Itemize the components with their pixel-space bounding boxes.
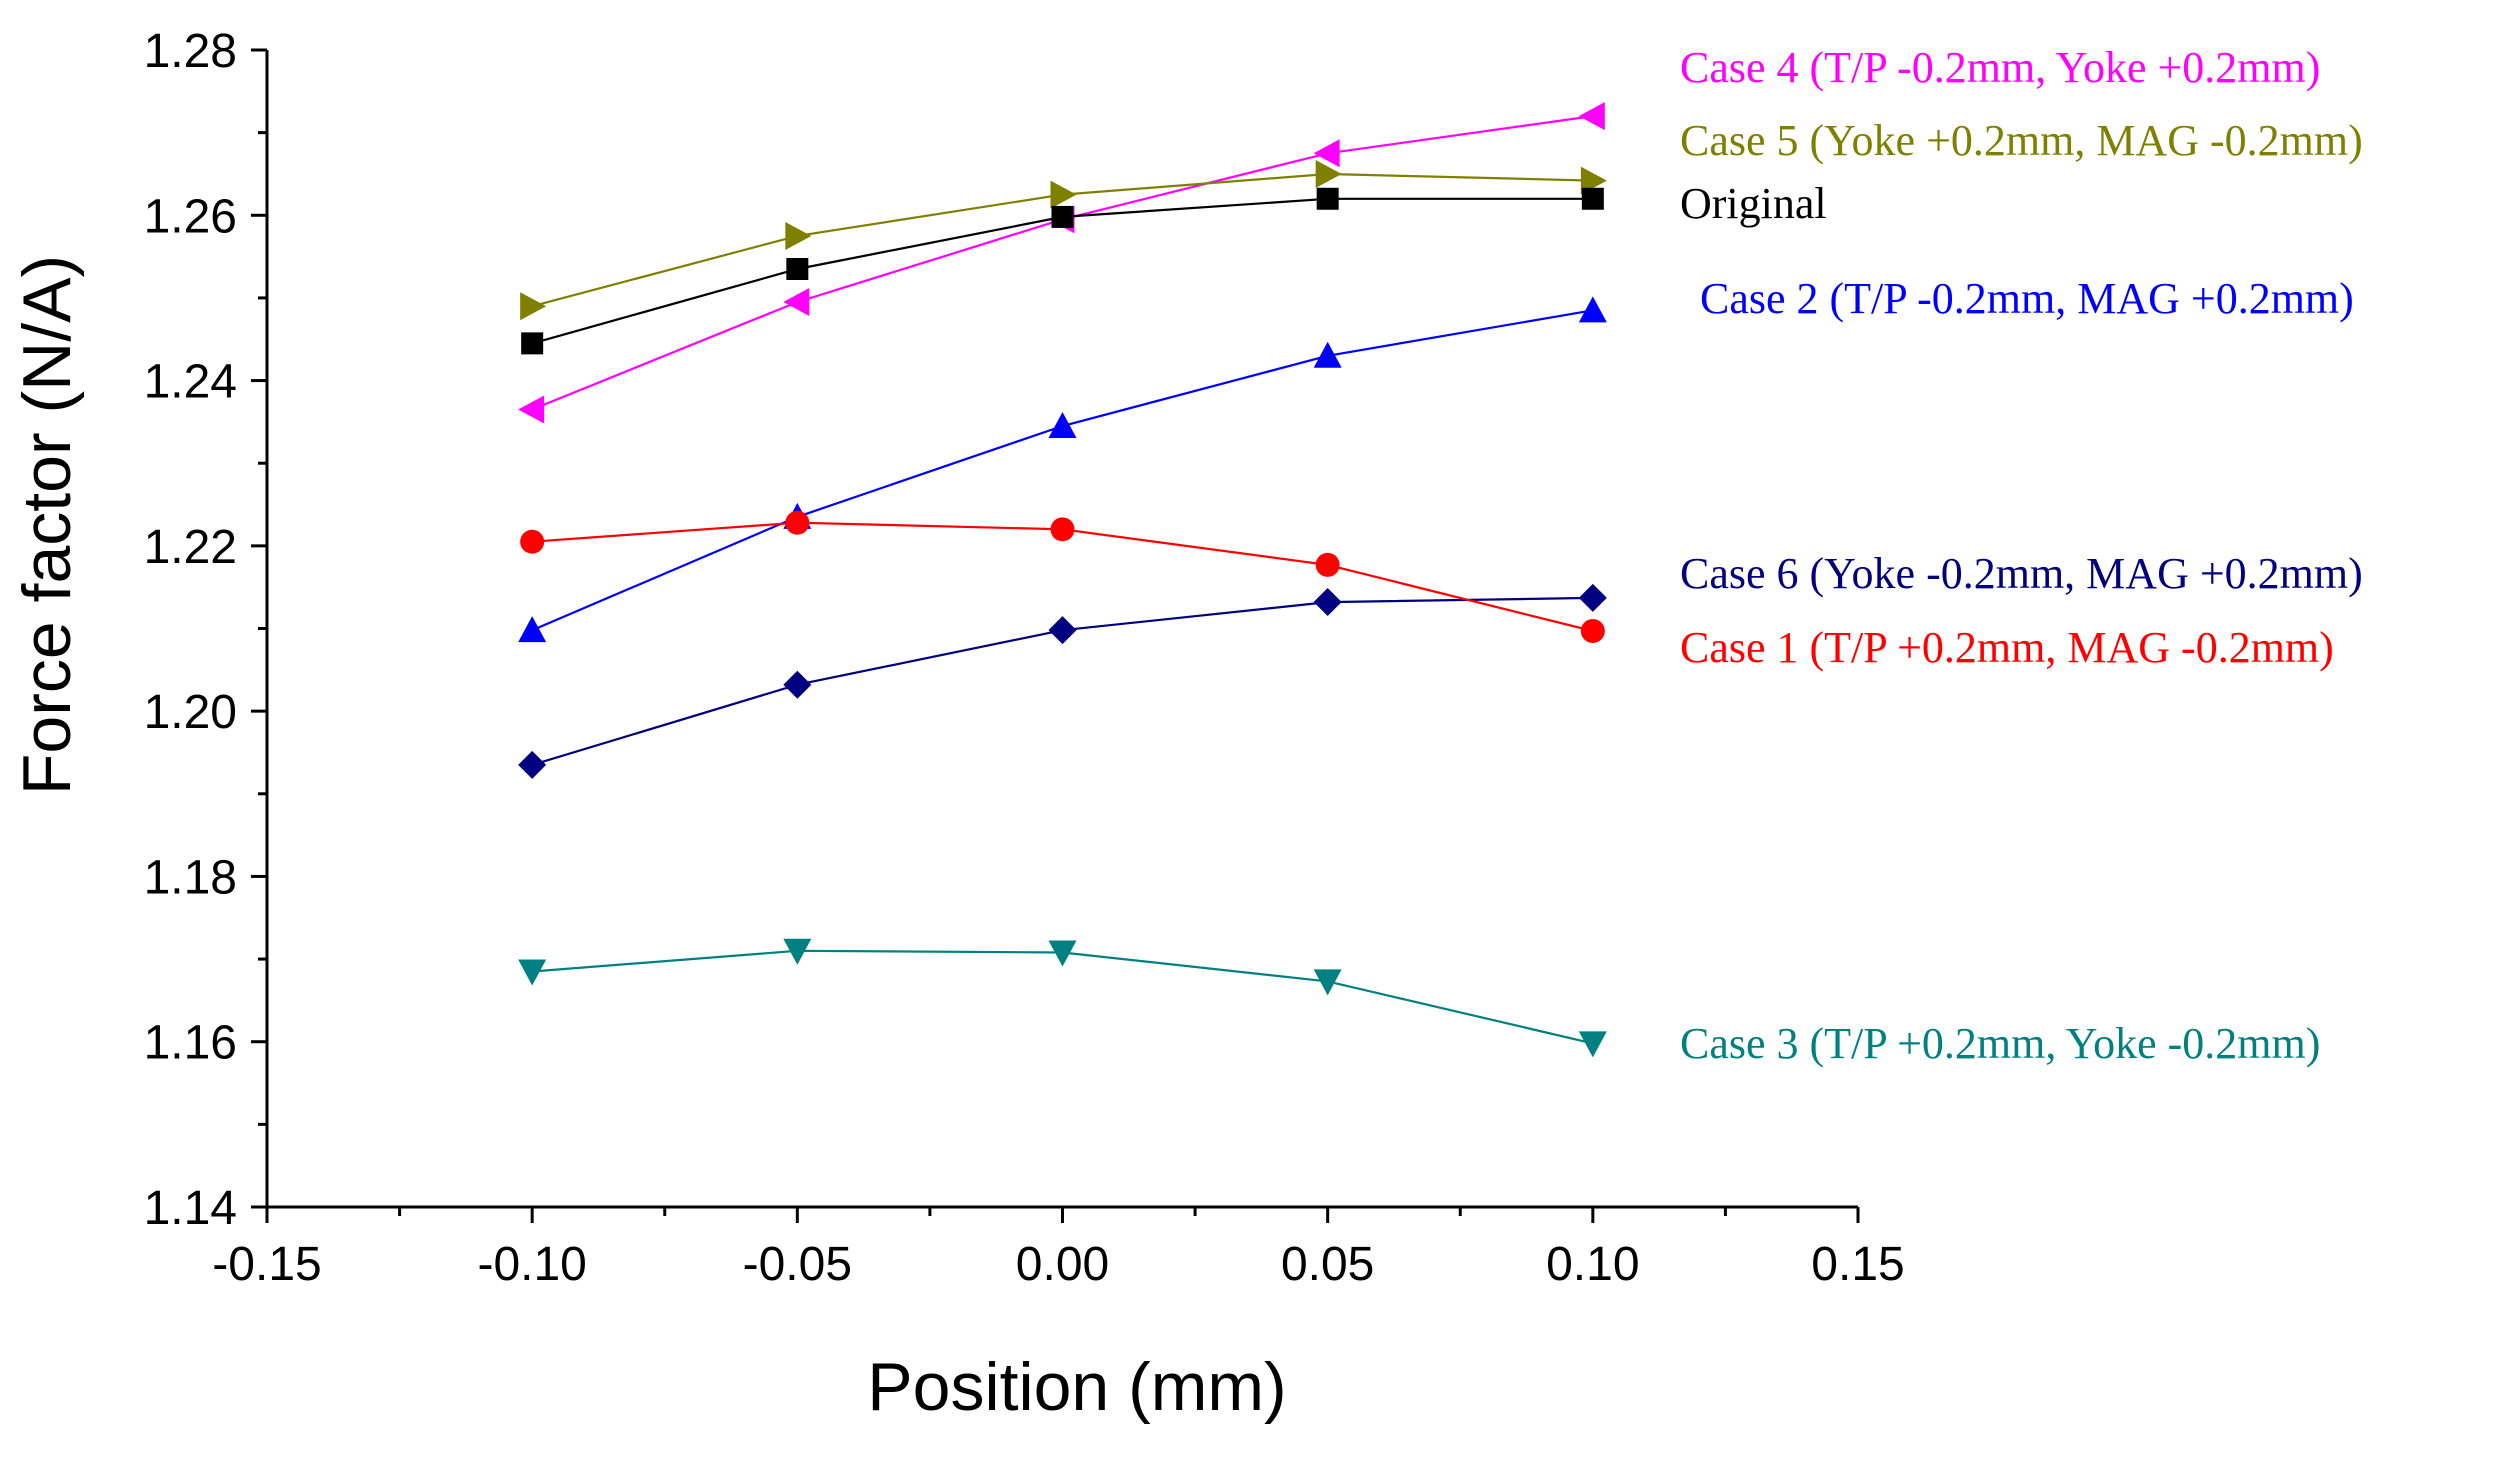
data-point-case4 [783, 288, 810, 317]
data-point-case3 [1313, 969, 1342, 996]
y-tick-label: 1.22 [144, 521, 237, 574]
legend: Case 4 (T/P -0.2mm, Yoke +0.2mm) Case 5 (… [1680, 43, 2363, 1068]
y-axis: 1.14 1.16 1.18 1.20 1.22 1.24 1.26 1.28 [144, 25, 267, 1235]
data-point-case5 [1580, 166, 1607, 195]
data-point-case1 [1580, 618, 1605, 643]
data-point-original [521, 332, 544, 355]
x-tick-label: -0.10 [477, 1238, 586, 1291]
x-tick-label: 0.15 [1811, 1238, 1904, 1291]
series-line-case2 [531, 309, 1593, 632]
data-point-original [786, 258, 809, 281]
x-tick-label: -0.15 [212, 1238, 321, 1291]
data-point-case1 [1050, 517, 1075, 542]
series-label-case6: Case 6 (Yoke -0.2mm, MAG +0.2mm) [1680, 549, 2363, 598]
data-point-case5 [1050, 180, 1077, 209]
series-label-case3: Case 3 (T/P +0.2mm, Yoke -0.2mm) [1680, 1019, 2320, 1068]
data-point-case6 [518, 750, 547, 779]
y-tick-label: 1.16 [144, 1017, 237, 1070]
data-point-case2 [1048, 412, 1077, 439]
data-point-case6 [1048, 616, 1077, 645]
data-point-case5 [520, 292, 547, 321]
x-tick-label: -0.05 [743, 1238, 852, 1291]
data-point-case4 [1578, 102, 1605, 131]
data-point-original [1316, 187, 1339, 210]
data-point-case5 [785, 221, 812, 250]
data-point-case3 [1048, 940, 1077, 967]
x-axis-title: Position (mm) [867, 1349, 1286, 1425]
data-point-case4 [1313, 139, 1340, 168]
data-point-case4 [518, 395, 545, 424]
data-point-case3 [1578, 1031, 1607, 1058]
data-point-case6 [1578, 583, 1607, 612]
series-label-case4: Case 4 (T/P -0.2mm, Yoke +0.2mm) [1680, 43, 2320, 92]
series-label-original: Original [1680, 179, 1827, 228]
series-label-case5: Case 5 (Yoke +0.2mm, MAG -0.2mm) [1680, 116, 2363, 165]
x-axis: -0.15 -0.10 -0.05 0.00 0.05 0.10 0.15 [212, 1207, 1905, 1291]
data-point-case6 [783, 670, 812, 699]
y-tick-label: 1.20 [144, 686, 237, 739]
x-tick-label: 0.10 [1546, 1238, 1639, 1291]
series-case4 [518, 102, 1605, 424]
series-case1 [520, 510, 1605, 643]
data-point-case2 [518, 616, 547, 643]
data-point-case1 [1315, 552, 1340, 577]
data-point-case1 [520, 529, 545, 554]
y-tick-label: 1.26 [144, 190, 237, 243]
series-line-case4 [531, 115, 1593, 411]
data-point-case2 [1313, 341, 1342, 368]
data-point-case2 [1578, 296, 1607, 323]
y-axis-title: Force factor (N/A) [9, 255, 85, 795]
data-point-case6 [1313, 588, 1342, 617]
data-point-original [1051, 205, 1074, 228]
series-label-case2: Case 2 (T/P -0.2mm, MAG +0.2mm) [1700, 274, 2354, 323]
x-tick-label: 0.00 [1016, 1238, 1109, 1291]
data-point-case3 [518, 959, 547, 986]
x-tick-label: 0.05 [1281, 1238, 1374, 1291]
series-original [521, 187, 1604, 355]
data-point-case5 [1315, 159, 1342, 188]
series-layer [518, 102, 1607, 1058]
y-tick-label: 1.24 [144, 356, 237, 409]
series-case3 [518, 938, 1607, 1058]
data-point-case3 [783, 938, 812, 965]
y-tick-label: 1.14 [144, 1182, 237, 1235]
series-case6 [518, 583, 1607, 779]
y-tick-label: 1.28 [144, 25, 237, 78]
data-point-original [1581, 187, 1604, 210]
y-tick-label: 1.18 [144, 851, 237, 904]
data-point-case1 [785, 510, 810, 535]
series-case5 [520, 159, 1607, 321]
series-label-case1: Case 1 (T/P +0.2mm, MAG -0.2mm) [1680, 623, 2334, 672]
